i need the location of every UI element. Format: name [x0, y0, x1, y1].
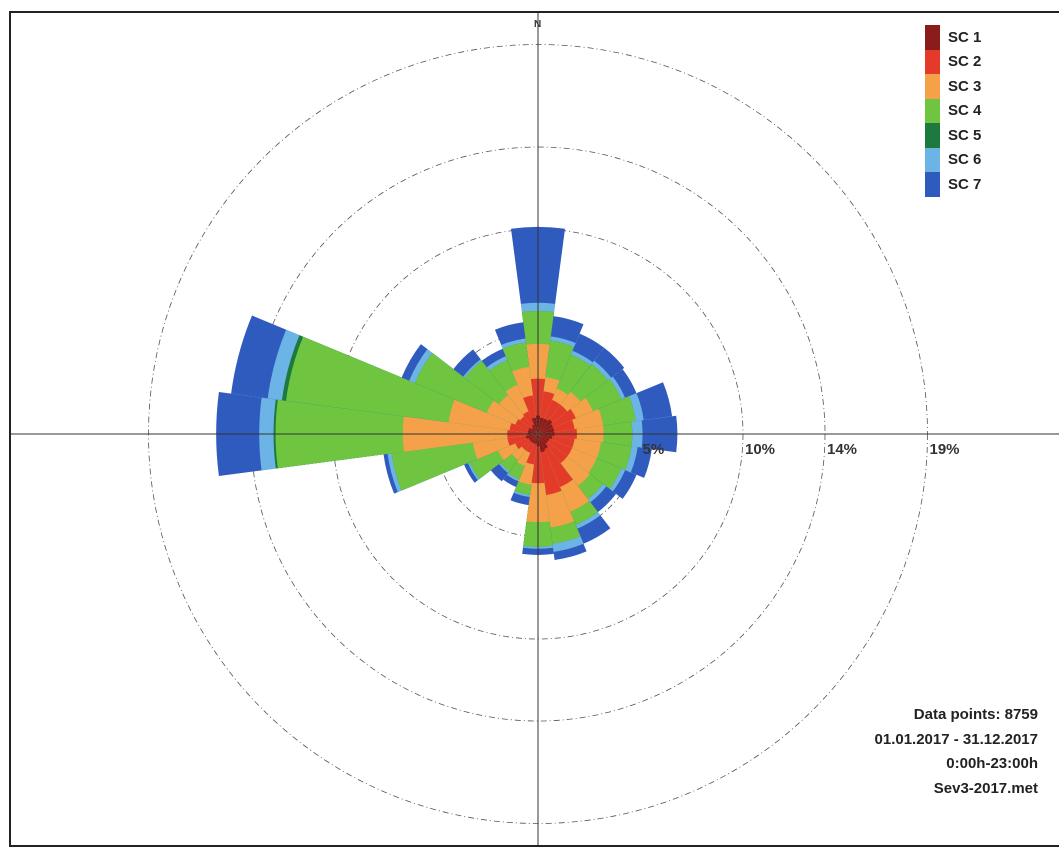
sector-150-sc1: [538, 434, 548, 450]
legend: SC 1 SC 2 SC 3 SC 4 SC 5 SC 6 SC 7: [925, 25, 981, 197]
legend-item-sc7: SC 7: [925, 172, 981, 197]
sectors-layer: [216, 226, 678, 560]
ring-label-2: 10%: [745, 441, 775, 458]
sector-120-sc1: [538, 434, 550, 442]
sector-225-sc1: [529, 434, 538, 443]
legend-swatch-sc4: [925, 98, 940, 123]
sector-135-sc1: [538, 434, 548, 444]
legend-swatch-sc5: [925, 123, 940, 148]
sector-330-sc1: [531, 424, 538, 434]
legend-label-sc5: SC 5: [948, 126, 982, 144]
legend-label-sc7: SC 7: [948, 175, 982, 193]
sector-45-sc1: [538, 419, 553, 434]
sector-300-sc1: [528, 427, 538, 434]
ring-label-4: 19%: [930, 441, 960, 458]
sector-30-sc1: [538, 418, 548, 434]
labels-layer: N 5% 10% 14% 19%: [534, 19, 960, 458]
info-block: Data points: 8759 01.01.2017 - 31.12.201…: [875, 703, 1038, 801]
legend-item-sc1: SC 1: [925, 25, 981, 50]
sector-165-sc1: [538, 434, 546, 453]
legend-item-sc6: SC 6: [925, 147, 982, 172]
legend-label-sc2: SC 2: [948, 53, 982, 71]
legend-swatch-sc7: [925, 172, 940, 197]
sector-315-sc1: [531, 427, 538, 434]
sector-345-sc1: [531, 417, 538, 434]
legend-item-sc4: SC 4: [925, 98, 982, 123]
legend-swatch-sc1: [925, 25, 940, 50]
sector-105-sc1: [538, 434, 553, 440]
legend-label-sc6: SC 6: [948, 151, 982, 169]
sector-15-sc1: [538, 417, 545, 434]
sector-195-sc1: [534, 434, 538, 445]
file-name-label: Sev3-2017.met: [933, 779, 1038, 797]
wind-rose-plot: N 5% 10% 14% 19%: [11, 13, 1059, 845]
sector-210-sc1: [531, 434, 538, 444]
sector-60-sc1: [538, 424, 554, 434]
legend-label-sc3: SC 3: [948, 77, 982, 95]
legend-swatch-sc6: [925, 147, 940, 172]
legend-item-sc3: SC 3: [925, 74, 981, 99]
legend-swatch-sc2: [925, 49, 940, 74]
data-points-label: Data points: 8759: [913, 706, 1038, 723]
date-range-label: 01.01.2017 - 31.12.2017: [874, 730, 1038, 748]
ring-label-1: 5%: [643, 441, 665, 458]
sector-240-sc1: [528, 434, 538, 441]
ring-label-3: 14%: [827, 441, 857, 458]
legend-item-sc2: SC 2: [925, 49, 982, 74]
sector-255-sc1: [525, 434, 538, 439]
sector-285-sc1: [527, 430, 538, 434]
legend-label-sc1: SC 1: [948, 28, 982, 46]
wind-rose-chart-frame: N 5% 10% 14% 19% SC 1 SC 2 SC 3 SC 4 SC 5 SC 6 SC …: [9, 11, 1059, 847]
legend-item-sc5: SC 5: [925, 123, 981, 148]
legend-label-sc4: SC 4: [948, 102, 982, 120]
north-label: N: [534, 19, 541, 30]
legend-swatch-sc3: [925, 74, 940, 99]
hour-range-label: 0:00h-23:00h: [946, 755, 1038, 772]
axes-layer: [11, 13, 1059, 845]
